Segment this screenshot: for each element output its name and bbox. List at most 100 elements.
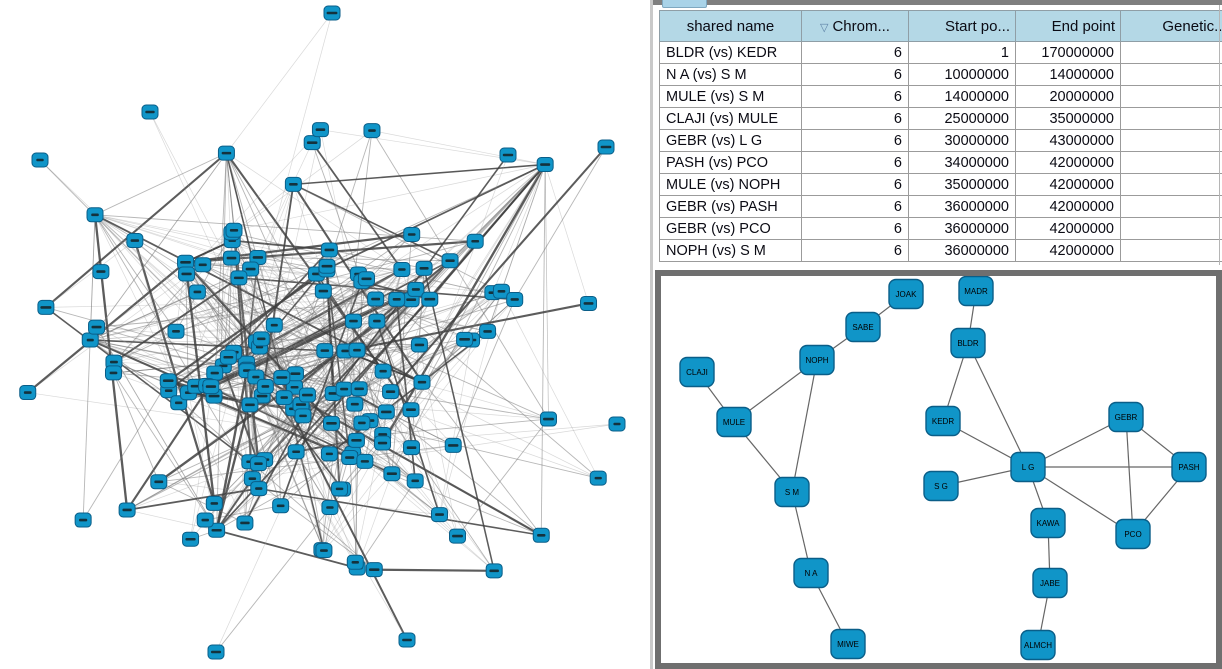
- hairball-node[interactable]: [466, 233, 484, 249]
- node-PASH[interactable]: PASH: [1171, 451, 1207, 483]
- hairball-node[interactable]: [539, 411, 557, 427]
- hairball-node[interactable]: [250, 481, 268, 497]
- hairball-node[interactable]: [118, 502, 136, 518]
- hairball-node[interactable]: [86, 207, 104, 223]
- hairball-node[interactable]: [318, 258, 336, 274]
- hairball-node[interactable]: [19, 385, 37, 401]
- hairball-node[interactable]: [413, 374, 431, 390]
- hairball-node[interactable]: [256, 378, 274, 394]
- hairball-node[interactable]: [485, 563, 503, 579]
- hairball-node[interactable]: [225, 222, 243, 238]
- hairball-node[interactable]: [196, 512, 214, 528]
- hairball-node[interactable]: [182, 531, 200, 547]
- hairball-node[interactable]: [449, 528, 467, 544]
- node-BLDR[interactable]: BLDR: [950, 327, 986, 359]
- hairball-node[interactable]: [217, 145, 235, 161]
- table-row[interactable]: NOPH (vs) S M636000000420000009.9: [659, 239, 1222, 262]
- table-row[interactable]: GEBR (vs) PASH636000000420000008.9: [659, 195, 1222, 218]
- hairball-node[interactable]: [479, 323, 497, 339]
- table-row[interactable]: MULE (vs) NOPH6350000004200000010.5: [659, 173, 1222, 196]
- hairball-node[interactable]: [230, 270, 248, 286]
- hairball-node[interactable]: [104, 365, 122, 381]
- node-KEDR[interactable]: KEDR: [925, 405, 961, 437]
- hairball-node[interactable]: [335, 381, 353, 397]
- node-ALMCH[interactable]: ALMCH: [1020, 629, 1056, 661]
- hairball-node[interactable]: [456, 331, 474, 347]
- node-PCO[interactable]: PCO: [1115, 518, 1151, 550]
- hairball-node[interactable]: [219, 349, 237, 365]
- hairball-node[interactable]: [37, 299, 55, 315]
- hairball-node[interactable]: [298, 387, 316, 403]
- hairball-node[interactable]: [368, 313, 386, 329]
- hairball-node[interactable]: [202, 379, 220, 395]
- hairball-node[interactable]: [167, 323, 185, 339]
- hairball-node[interactable]: [415, 260, 433, 276]
- hairball-node[interactable]: [331, 481, 349, 497]
- hairball-node[interactable]: [316, 343, 334, 359]
- column-header-4[interactable]: Genetic...: [1120, 10, 1222, 42]
- hairball-node[interactable]: [383, 466, 401, 482]
- hairball-node[interactable]: [74, 512, 92, 528]
- hairball-node[interactable]: [374, 363, 392, 379]
- hairball-node[interactable]: [377, 404, 395, 420]
- hairball-node[interactable]: [208, 522, 226, 538]
- table-row[interactable]: CLAJI (vs) MULE625000000350000005.9: [659, 107, 1222, 130]
- hairball-node[interactable]: [320, 446, 338, 462]
- column-header-2[interactable]: Start po...: [908, 10, 1016, 42]
- node-NOPH[interactable]: NOPH: [799, 344, 835, 376]
- hairball-node[interactable]: [321, 499, 339, 515]
- hairball-node[interactable]: [350, 381, 368, 397]
- hairball-node[interactable]: [177, 254, 195, 270]
- hairball-node[interactable]: [236, 515, 254, 531]
- hairball-node[interactable]: [273, 369, 291, 385]
- hairball-node[interactable]: [150, 474, 168, 490]
- hairball-node[interactable]: [532, 527, 550, 543]
- node-MULE[interactable]: MULE: [716, 406, 752, 438]
- hairball-node[interactable]: [403, 440, 421, 456]
- hairball-node[interactable]: [347, 432, 365, 448]
- hairball-node[interactable]: [206, 365, 224, 381]
- hairball-node[interactable]: [393, 262, 411, 278]
- node-MIWE[interactable]: MIWE: [830, 628, 866, 660]
- hairball-node[interactable]: [311, 122, 329, 138]
- hairball-node[interactable]: [580, 295, 598, 311]
- hairball-node[interactable]: [284, 176, 302, 192]
- hairball-node[interactable]: [241, 397, 259, 413]
- hairball-node[interactable]: [272, 498, 290, 514]
- hairball-node[interactable]: [398, 632, 416, 648]
- hairball-node[interactable]: [188, 284, 206, 300]
- hairball-node[interactable]: [249, 249, 267, 265]
- hairball-node[interactable]: [294, 408, 312, 424]
- hairball-node[interactable]: [353, 415, 371, 431]
- hairball-node[interactable]: [608, 416, 626, 432]
- hairball-node[interactable]: [81, 332, 99, 348]
- table-row[interactable]: MULE (vs) S M614000000200000007.5: [659, 85, 1222, 108]
- node-KAWA[interactable]: KAWA: [1030, 507, 1066, 539]
- hairball-node[interactable]: [222, 250, 240, 266]
- hairball-node[interactable]: [536, 157, 554, 173]
- table-row[interactable]: GEBR (vs) PCO636000000420000008.4: [659, 217, 1222, 240]
- hairball-node[interactable]: [205, 495, 223, 511]
- node-S-M[interactable]: S M: [774, 476, 810, 508]
- column-header-1[interactable]: ▽ Chrom...: [801, 10, 909, 42]
- hairball-node[interactable]: [344, 313, 362, 329]
- hairball-node[interactable]: [402, 402, 420, 418]
- hairball-node[interactable]: [265, 317, 283, 333]
- edge-L-G-PCO[interactable]: [1027, 466, 1134, 535]
- filtered-network-panel[interactable]: JOAK MADR SABE BLDR NOPH CLAJI MULE KEDR GEBR L G…: [655, 270, 1222, 669]
- hairball-node[interactable]: [388, 291, 406, 307]
- table-tab-stub[interactable]: [662, 0, 707, 8]
- hairball-node[interactable]: [249, 456, 267, 472]
- hairball-node[interactable]: [444, 437, 462, 453]
- hairball-node[interactable]: [341, 450, 359, 466]
- edge-BLDR-L-G[interactable]: [967, 342, 1029, 468]
- column-header-3[interactable]: End point: [1015, 10, 1121, 42]
- hairball-node[interactable]: [431, 507, 449, 523]
- hairball-node[interactable]: [159, 373, 177, 389]
- node-CLAJI[interactable]: CLAJI: [679, 356, 715, 388]
- hairball-node[interactable]: [194, 257, 212, 273]
- main-network-panel[interactable]: [0, 0, 650, 669]
- pane-splitter[interactable]: [650, 0, 653, 669]
- hairball-node[interactable]: [348, 342, 366, 358]
- hairball-node[interactable]: [346, 554, 364, 570]
